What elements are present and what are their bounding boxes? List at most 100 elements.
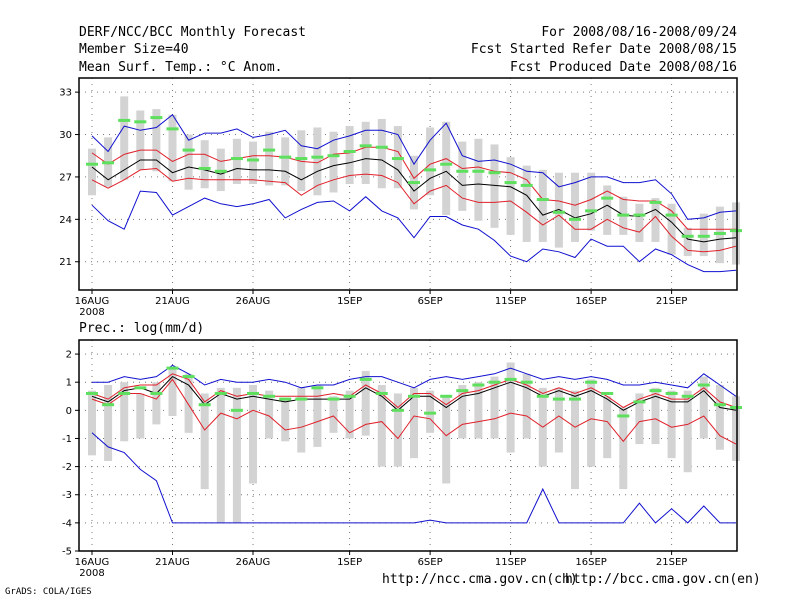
range-bar (587, 172, 596, 231)
y-tick-label: -1 (62, 434, 72, 445)
ensemble-marker (166, 127, 179, 131)
ensemble-marker (359, 377, 372, 381)
y-tick-label: 27 (59, 172, 72, 183)
ensemble-marker (198, 403, 211, 407)
ensemble-marker (102, 161, 115, 165)
ensemble-marker (697, 234, 710, 238)
ensemble-marker (424, 168, 437, 172)
range-bar (377, 118, 386, 189)
forecast-range-label: For 2008/08/16-2008/09/24 (541, 25, 737, 40)
ensemble-marker (230, 157, 243, 161)
x-tick-label: 11SEP (495, 296, 526, 307)
ensemble-marker (359, 144, 372, 148)
y-tick-label: 2 (66, 350, 72, 361)
range-bar (393, 393, 402, 467)
ensemble-marker (263, 148, 276, 152)
range-bar (345, 126, 354, 184)
ensemble-marker (150, 116, 163, 120)
ensemble-marker (681, 234, 694, 238)
ensemble-marker (569, 217, 581, 221)
x-tick-label: 1SEP (337, 557, 362, 568)
range-bar (120, 382, 129, 442)
range-bar (732, 396, 740, 461)
ensemble-marker (311, 155, 324, 159)
range-bar (474, 382, 483, 439)
ensemble-marker (504, 181, 517, 185)
precip-panel-title: Prec.: log(mm/d) (79, 321, 205, 336)
x-tick-label: 1SEP (337, 296, 362, 307)
ensemble-marker (617, 414, 630, 418)
ensemble-marker (536, 394, 549, 398)
ensemble-marker (391, 408, 404, 412)
range-bar (651, 387, 660, 445)
range-bar (345, 390, 354, 439)
ensemble-marker (311, 386, 324, 390)
ensemble-marker (488, 171, 501, 175)
ensemble-marker (520, 380, 533, 384)
range-bar (329, 396, 338, 433)
x-tick-label: 21SEP (656, 296, 687, 307)
range-bar (88, 148, 96, 196)
ensemble-marker (649, 200, 662, 204)
ensemble-marker (681, 394, 694, 398)
range-bar (426, 127, 435, 196)
outer-min-line (91, 190, 737, 273)
ensemble-marker (633, 213, 646, 217)
ensemble-marker (118, 391, 131, 395)
ensemble-marker (472, 169, 485, 173)
range-bar (667, 203, 676, 255)
ensemble-marker (247, 391, 259, 395)
chart-title: DERF/NCC/BCC Monthly Forecast (79, 25, 306, 40)
ensemble-marker (665, 213, 678, 217)
range-bar (152, 382, 161, 425)
ensemble-marker (182, 375, 195, 379)
ensemble-marker (601, 391, 614, 395)
x-tick-label: 21AUG (155, 296, 190, 307)
ensemble-marker (295, 397, 308, 401)
ensemble-marker (440, 394, 453, 398)
range-bar (732, 202, 740, 265)
ncc-url-link[interactable]: http://ncc.cma.gov.cn(ch) (382, 572, 578, 587)
range-bar (699, 376, 708, 439)
ensemble-marker (279, 155, 292, 159)
ensemble-marker (214, 391, 227, 395)
range-bar (538, 169, 547, 242)
ensemble-marker (552, 210, 565, 214)
ensemble-marker (649, 389, 662, 393)
inner-max-line (91, 373, 737, 409)
range-bar (442, 121, 451, 216)
ensemble-marker (440, 162, 453, 166)
ensemble-marker (182, 148, 195, 152)
ensemble-marker (408, 181, 420, 185)
y-tick-label: -3 (62, 490, 72, 501)
outer-max-line (92, 364, 737, 397)
ensemble-marker (86, 391, 98, 395)
x-tick-label: 16AUG (75, 296, 110, 307)
x-tick-year: 2008 (79, 568, 104, 579)
plot-frame (78, 339, 738, 552)
range-bar (683, 390, 692, 473)
bcc-url-link[interactable]: http://bcc.cma.gov.cn(en) (565, 572, 761, 587)
range-bar (136, 110, 145, 170)
ensemble-marker (391, 157, 404, 161)
x-tick-label: 26AUG (236, 557, 271, 568)
ensemble-marker (327, 154, 340, 158)
range-bar (603, 396, 612, 459)
y-tick-label: -2 (62, 462, 72, 473)
range-bar (216, 387, 225, 523)
range-bar (458, 385, 467, 439)
fcst-produced-label: Fcst Produced Date 2008/08/16 (510, 60, 737, 75)
x-tick-label: 6SEP (418, 557, 443, 568)
ensemble-marker (134, 120, 147, 124)
y-tick-label: 33 (59, 88, 72, 99)
ensemble-marker (198, 166, 211, 170)
range-bar (458, 141, 467, 211)
inner-max-line (91, 146, 736, 230)
ensemble-marker (86, 162, 98, 166)
range-bar (313, 127, 322, 196)
y-tick-label: 24 (59, 215, 72, 226)
plot-frame (78, 77, 738, 291)
